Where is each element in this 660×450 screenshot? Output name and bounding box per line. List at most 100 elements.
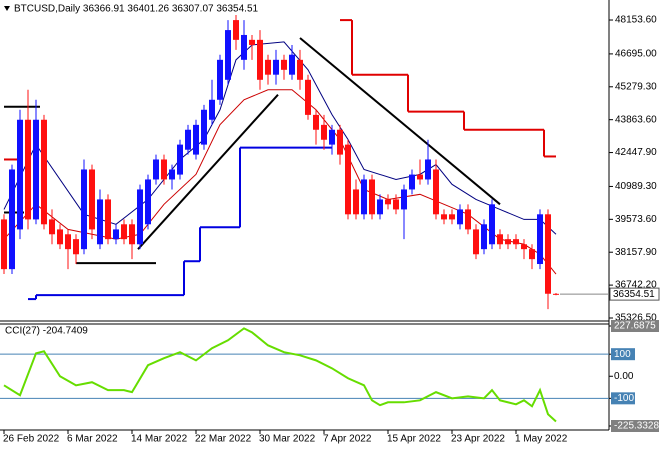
candle-body	[529, 249, 535, 260]
candle-body	[337, 129, 343, 155]
candle-body	[449, 214, 455, 220]
candle-body	[145, 179, 151, 225]
x-tick-label: 7 Apr 2022	[323, 434, 372, 445]
candle-body	[97, 199, 103, 245]
candle-body	[257, 39, 263, 80]
candle-body	[385, 199, 391, 205]
y-tick-label: -100	[614, 393, 634, 404]
candle-body	[505, 239, 511, 245]
candle-body	[33, 119, 39, 220]
cci-line	[3, 327, 557, 423]
candle-body	[473, 229, 479, 255]
candle-body	[353, 189, 359, 215]
trend-line	[137, 93, 279, 250]
candle-body	[369, 179, 375, 215]
candle-body	[457, 209, 463, 225]
x-tick-label: 1 May 2022	[515, 434, 568, 445]
candle-body	[241, 34, 247, 60]
candle-body	[105, 199, 111, 240]
candle-body	[137, 189, 143, 245]
tick-box	[611, 348, 635, 361]
y-tick-label: 40989.30	[615, 181, 657, 192]
candle-body	[9, 169, 15, 270]
y-tick-label: 35326.50	[615, 313, 657, 324]
tick-box	[611, 320, 659, 332]
x-tick-label: 6 Mar 2022	[67, 434, 118, 445]
candle-body	[73, 239, 79, 255]
candle-body	[401, 189, 407, 210]
y-tick-label: 39573.60	[615, 214, 657, 225]
y-tick-label: -225.3328	[614, 421, 659, 432]
candle-body	[169, 169, 175, 180]
candle-body	[345, 144, 351, 215]
symbol-icon	[4, 6, 10, 11]
candle-body	[41, 119, 47, 225]
candle-body	[433, 169, 439, 215]
candle-body	[281, 59, 287, 70]
candle-body	[441, 214, 447, 220]
candle-body	[121, 224, 127, 240]
chart-title: BTCUSD,Daily 36366.91 36401.26 36307.07 …	[14, 4, 259, 15]
candle-body	[513, 239, 519, 245]
price-panel	[1, 14, 559, 310]
y-tick-label: 227.6875	[614, 321, 656, 332]
candle-body	[49, 219, 55, 235]
candle-body	[217, 59, 223, 100]
y-tick-label: 46695.00	[615, 49, 657, 60]
candle-body	[249, 39, 255, 45]
candle-body	[361, 179, 367, 215]
candle-body	[521, 244, 527, 250]
tick-box	[611, 420, 659, 432]
x-tick-label: 30 Mar 2022	[259, 434, 316, 445]
candle-body	[17, 119, 23, 230]
candle-body	[65, 234, 71, 250]
candle-body	[113, 229, 119, 240]
y-tick-label: 42447.90	[615, 147, 657, 158]
candle-body	[305, 79, 311, 115]
y-tick-label: 0.00	[614, 371, 634, 382]
cci-panel	[0, 327, 609, 423]
candle-body	[297, 59, 303, 80]
x-tick-label: 22 Mar 2022	[195, 434, 252, 445]
candle-body	[193, 124, 199, 155]
candle-body	[89, 169, 95, 230]
candle-body	[313, 114, 319, 130]
candle-body	[185, 129, 191, 150]
candle-body	[57, 229, 63, 245]
candle-body	[273, 59, 279, 75]
candle-body	[161, 159, 167, 180]
y-tick-label: 36742.20	[615, 280, 657, 291]
y-tick-label: 45279.30	[615, 81, 657, 92]
candle-body	[225, 30, 231, 80]
candle-body	[481, 224, 487, 250]
candle-body	[545, 214, 551, 294]
trend-line	[299, 37, 501, 206]
candle-body	[201, 109, 207, 145]
cci-title: CCI(27) -204.7409	[5, 326, 88, 337]
candle-body	[209, 99, 215, 120]
last-price-box	[609, 287, 660, 301]
y-tick-label: 43863.60	[615, 114, 657, 125]
y-tick-label: 100	[614, 349, 631, 360]
x-tick-label: 15 Apr 2022	[387, 434, 441, 445]
candle-body	[497, 234, 503, 245]
candle-body	[377, 199, 383, 215]
candle-body	[489, 204, 495, 245]
candle-body	[321, 124, 327, 140]
candle-body	[417, 174, 423, 180]
x-tick-label: 23 Apr 2022	[451, 434, 505, 445]
candle-body	[177, 144, 183, 175]
candle-body	[537, 214, 543, 265]
candle-body	[553, 293, 559, 295]
x-tick-label: 14 Mar 2022	[131, 434, 188, 445]
y-tick-label: 48153.60	[615, 15, 657, 26]
candle-body	[465, 209, 471, 230]
y-tick-label: 38157.90	[615, 247, 657, 258]
candle-body	[81, 169, 87, 250]
candle-body	[265, 59, 271, 75]
candle-body	[233, 20, 239, 40]
candle-body	[289, 54, 295, 75]
axes: 48153.60 46695.00 45279.30 43863.60 42447.90…	[3, 15, 660, 445]
candle-body	[393, 199, 399, 210]
